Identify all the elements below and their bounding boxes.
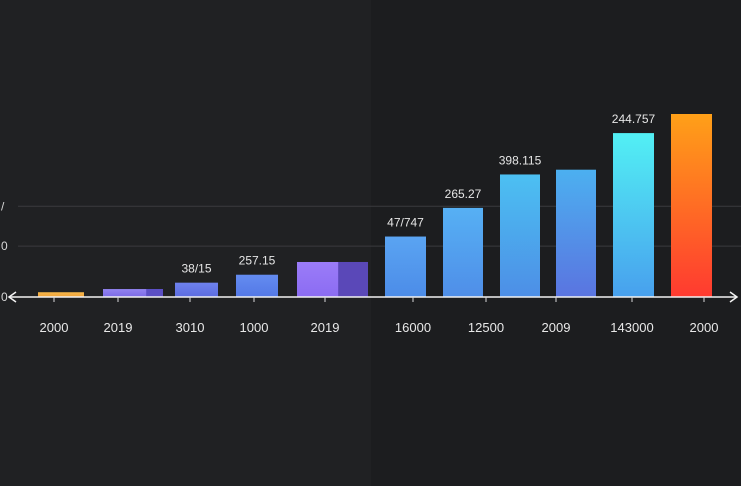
bar: [556, 169, 596, 297]
x-axis: [7, 291, 739, 303]
x-tick-label: 143000: [610, 320, 653, 335]
bar: [175, 282, 218, 297]
bar: [671, 114, 712, 297]
y-tick-label: /: [1, 199, 5, 213]
y-axis-tick-labels: 0 0 /: [1, 199, 8, 304]
bar-shade: [338, 261, 368, 297]
bar: [103, 289, 163, 297]
x-tick-label: 12500: [468, 320, 504, 335]
data-label: 38/15: [181, 262, 211, 276]
x-axis-tick-labels: 2000 2019 3010 1000 2019 16000 12500 2009 143000…: [40, 297, 719, 335]
data-label: 265.27: [445, 187, 482, 201]
data-label: 257.15: [239, 254, 276, 268]
x-tick-label: 2000: [690, 320, 719, 335]
data-label: 398.115: [499, 153, 542, 167]
data-labels: 38/15 257.15 47/747 265.27 398.115 244.757: [181, 112, 655, 276]
x-tick-label: 2019: [311, 320, 340, 335]
axis-arrow-right: [729, 291, 739, 303]
x-tick-label: 3010: [176, 320, 205, 335]
bars: [38, 114, 712, 297]
x-tick-label: 2000: [40, 320, 69, 335]
bar: [443, 207, 483, 297]
chart-background-left: [0, 0, 371, 486]
bar-shade: [146, 289, 163, 297]
bar: [385, 236, 426, 297]
y-tick-label: 0: [1, 290, 8, 304]
x-tick-label: 16000: [395, 320, 431, 335]
x-tick-label: 1000: [240, 320, 269, 335]
data-label: 47/747: [387, 216, 424, 230]
y-tick-label: 0: [1, 239, 8, 253]
data-label: 244.757: [612, 112, 656, 126]
x-tick-label: 2009: [542, 320, 571, 335]
bar: [236, 274, 278, 297]
bar: [500, 174, 540, 297]
bar: [38, 292, 84, 297]
x-tick-label: 2019: [104, 320, 133, 335]
axis-arrow-left: [7, 291, 17, 303]
bar: [613, 133, 654, 297]
